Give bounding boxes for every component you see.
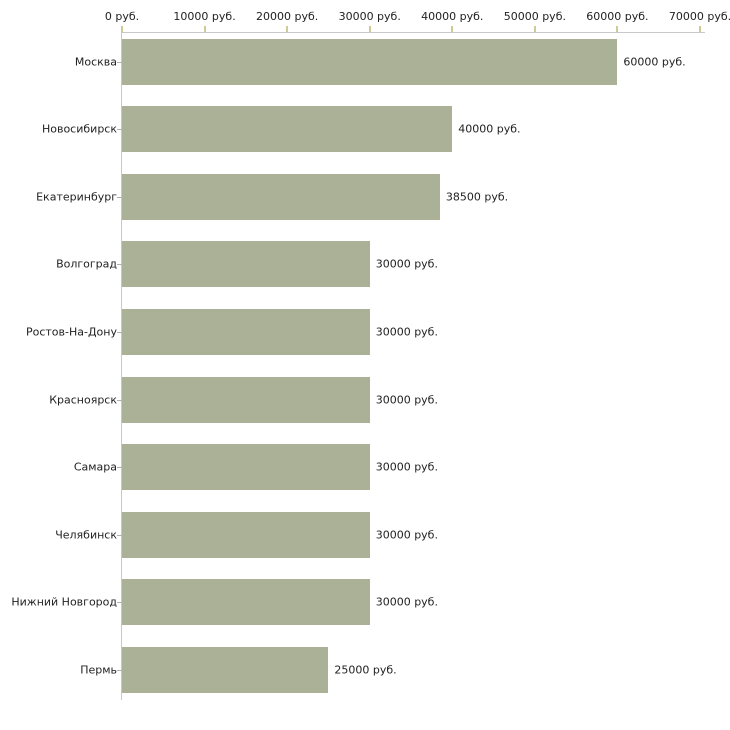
category-label: Ростов-На-Дону bbox=[25, 325, 117, 339]
value-label: 38500 руб. bbox=[445, 190, 509, 204]
value-label: 30000 руб. bbox=[375, 325, 438, 339]
x-tick-label: 50000 руб. bbox=[503, 10, 566, 23]
y-tick-mark bbox=[117, 467, 122, 469]
x-tick-label: 60000 руб. bbox=[586, 10, 649, 23]
value-label: 40000 руб. bbox=[458, 122, 521, 136]
x-axis-line bbox=[122, 32, 705, 33]
x-tick-mark bbox=[616, 26, 619, 32]
value-label: 30000 руб. bbox=[375, 257, 438, 271]
bar bbox=[122, 376, 370, 423]
y-tick-mark bbox=[117, 669, 122, 671]
value-label: 30000 руб. bbox=[375, 393, 438, 406]
x-tick-mark bbox=[203, 26, 206, 32]
category-label: Москва bbox=[74, 55, 117, 68]
y-tick-mark bbox=[117, 264, 122, 266]
bar bbox=[122, 241, 370, 288]
y-tick-mark bbox=[117, 534, 122, 536]
x-tick-label: 30000 руб. bbox=[338, 10, 401, 23]
category-label: Новосибирск bbox=[41, 122, 117, 136]
x-tick-label: 40000 руб. bbox=[421, 10, 484, 23]
category-label: Красноярск bbox=[49, 393, 117, 406]
x-tick-mark bbox=[121, 26, 123, 32]
bar bbox=[122, 106, 453, 153]
category-label: Пермь bbox=[80, 663, 117, 677]
x-tick-label: 0 руб. bbox=[104, 10, 140, 23]
y-tick-mark bbox=[117, 129, 122, 131]
bar bbox=[122, 646, 329, 693]
y-tick-mark bbox=[117, 331, 122, 333]
value-label: 25000 руб. bbox=[334, 663, 397, 677]
x-tick-mark bbox=[533, 26, 536, 32]
bar bbox=[122, 173, 440, 220]
x-tick-mark bbox=[699, 26, 701, 32]
category-label: Самара bbox=[73, 460, 117, 474]
bar bbox=[122, 38, 618, 85]
bar bbox=[122, 308, 370, 355]
y-tick-mark bbox=[117, 399, 122, 401]
value-label: 60000 руб. bbox=[623, 55, 686, 68]
value-label: 30000 руб. bbox=[375, 460, 438, 474]
value-label: 30000 руб. bbox=[375, 595, 438, 609]
x-tick-label: 20000 руб. bbox=[256, 10, 319, 23]
category-label: Волгоград bbox=[56, 257, 117, 271]
category-label: Екатеринбург bbox=[36, 190, 117, 204]
y-tick-mark bbox=[117, 196, 122, 198]
bar bbox=[122, 579, 370, 626]
x-tick-label: 10000 руб. bbox=[173, 10, 236, 23]
value-label: 30000 руб. bbox=[375, 528, 438, 542]
x-tick-mark bbox=[286, 26, 289, 32]
y-tick-mark bbox=[117, 61, 122, 63]
bar bbox=[122, 444, 370, 491]
x-tick-label: 70000 руб. bbox=[668, 10, 730, 23]
category-label: Челябинск bbox=[55, 528, 117, 542]
x-tick-mark bbox=[368, 26, 371, 32]
y-tick-mark bbox=[117, 602, 122, 604]
category-label: Нижний Новгород bbox=[11, 595, 117, 609]
bar bbox=[122, 511, 370, 558]
y-axis-line bbox=[121, 32, 122, 700]
x-tick-mark bbox=[451, 26, 454, 32]
